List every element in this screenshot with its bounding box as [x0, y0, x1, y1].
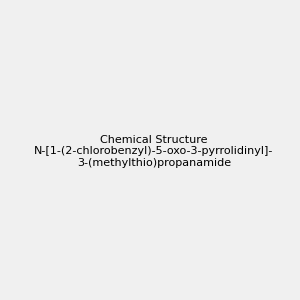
Text: Chemical Structure
N-[1-(2-chlorobenzyl)-5-oxo-3-pyrrolidinyl]-
3-(methylthio)pr: Chemical Structure N-[1-(2-chlorobenzyl)…	[34, 135, 273, 168]
